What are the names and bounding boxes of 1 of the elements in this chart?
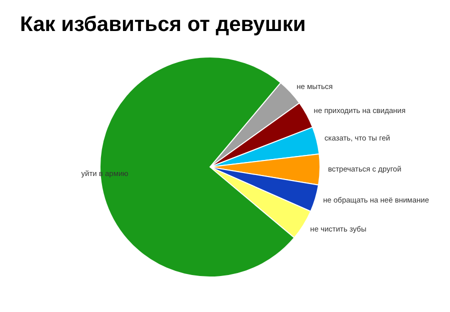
chart-title: Как избавиться от девушки <box>20 13 306 36</box>
